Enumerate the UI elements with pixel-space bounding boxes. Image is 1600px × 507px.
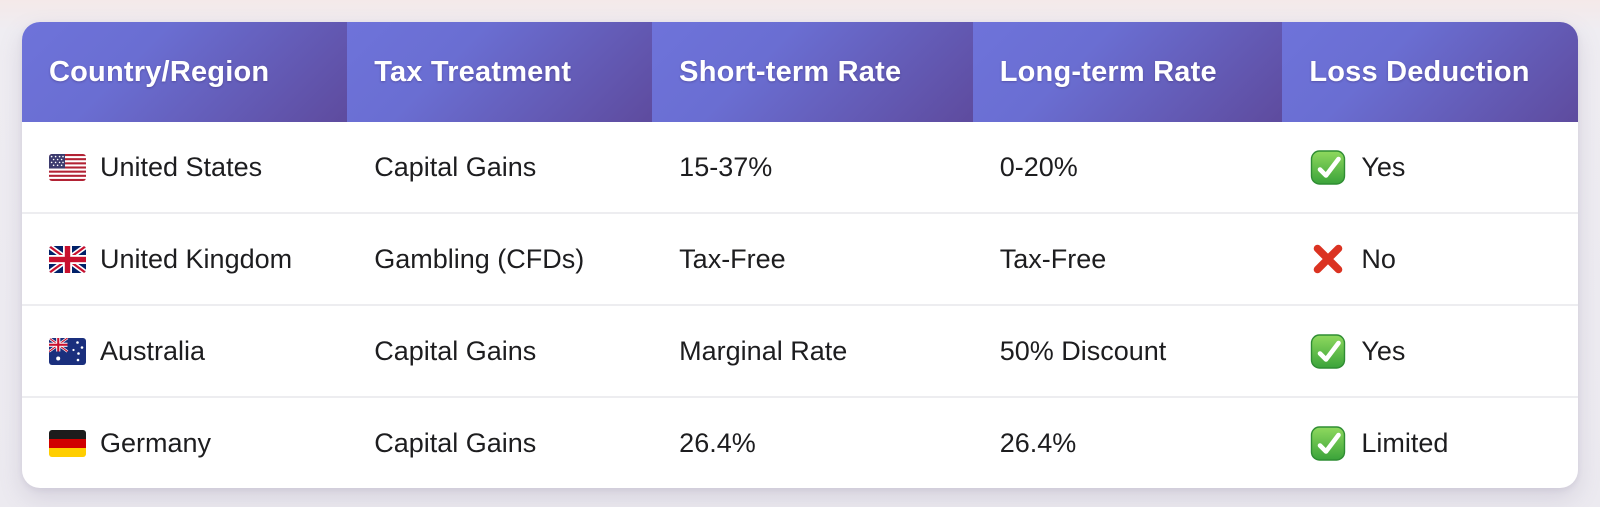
us-flag-icon	[49, 153, 86, 181]
table-row: Germany Capital Gains 26.4% 26.4% Limite…	[22, 396, 1578, 488]
country-label: United Kingdom	[100, 243, 293, 274]
country-cell: Germany	[22, 398, 347, 488]
country-label: United States	[100, 151, 263, 182]
cross-icon	[1309, 240, 1347, 278]
country-cell: United States	[22, 122, 347, 212]
long-term-rate-cell: 26.4%	[999, 427, 1077, 458]
long-term-rate-cell: 0-20%	[999, 151, 1078, 182]
country-cell: United Kingdom	[22, 214, 347, 304]
check-icon	[1309, 424, 1347, 462]
table-row: United Kingdom Gambling (CFDs) Tax-Free …	[22, 212, 1578, 304]
column-header-long-term-rate: Long-term Rate	[972, 22, 1283, 122]
long-term-rate-cell: 50% Discount	[999, 335, 1167, 366]
short-term-rate-cell: Tax-Free	[679, 243, 786, 274]
long-term-rate-cell: Tax-Free	[999, 243, 1107, 274]
loss-deduction-cell: Limited	[1282, 398, 1578, 488]
table-row: Australia Capital Gains Marginal Rate 50…	[22, 304, 1578, 396]
germany-flag-icon	[49, 429, 86, 457]
loss-deduction-cell: Yes	[1282, 306, 1578, 396]
loss-deduction-cell: Yes	[1282, 122, 1578, 212]
table-header-row: Country/Region Tax Treatment Short-term …	[22, 22, 1578, 122]
column-header-loss-deduction: Loss Deduction	[1282, 22, 1578, 122]
australia-flag-icon	[49, 337, 86, 365]
loss-deduction-label: Limited	[1361, 427, 1449, 458]
uk-flag-icon	[49, 245, 86, 273]
short-term-rate-cell: 26.4%	[679, 427, 756, 458]
tax-comparison-table: Country/Region Tax Treatment Short-term …	[22, 22, 1578, 488]
column-header-tax-treatment: Tax Treatment	[347, 22, 653, 122]
short-term-rate-cell: Marginal Rate	[679, 335, 848, 366]
check-icon	[1309, 332, 1347, 370]
tax-treatment-cell: Capital Gains	[374, 427, 537, 458]
short-term-rate-cell: 15-37%	[679, 151, 773, 182]
tax-treatment-cell: Capital Gains	[374, 151, 537, 182]
loss-deduction-label: Yes	[1361, 335, 1406, 366]
loss-deduction-label: Yes	[1361, 151, 1406, 182]
country-label: Australia	[100, 335, 206, 366]
column-header-short-term-rate: Short-term Rate	[652, 22, 973, 122]
tax-treatment-cell: Capital Gains	[374, 335, 537, 366]
loss-deduction-label: No	[1361, 243, 1396, 274]
country-label: Germany	[100, 427, 212, 458]
country-cell: Australia	[22, 306, 347, 396]
table-row: United States Capital Gains 15-37% 0-20%…	[22, 122, 1578, 212]
check-icon	[1309, 148, 1347, 186]
tax-treatment-cell: Gambling (CFDs)	[374, 243, 585, 274]
column-header-country-region: Country/Region	[22, 22, 348, 122]
loss-deduction-cell: No	[1282, 214, 1578, 304]
